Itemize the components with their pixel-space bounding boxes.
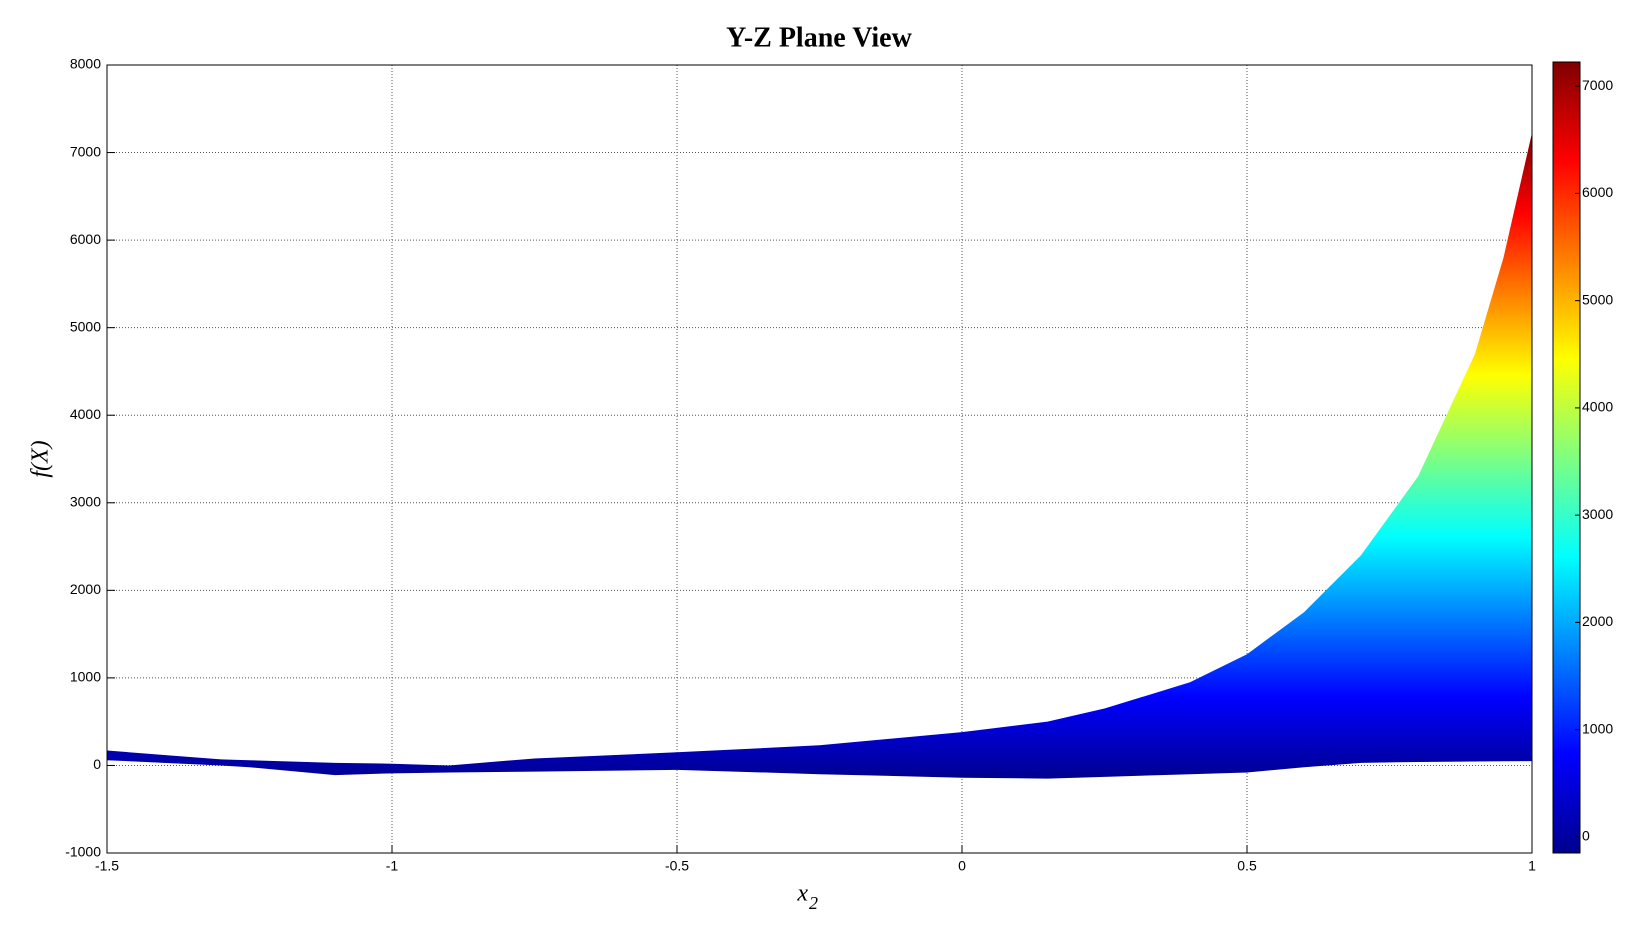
x-axis-label: x bbox=[796, 881, 808, 907]
x-axis-label-subscript: 2 bbox=[809, 893, 818, 913]
y-tick-label: 7000 bbox=[70, 143, 101, 159]
y-tick-label: 8000 bbox=[70, 56, 101, 72]
y-tick-label: 3000 bbox=[70, 493, 101, 509]
colorbar-tick-label: 7000 bbox=[1582, 77, 1613, 93]
x-tick-label: 1 bbox=[1528, 858, 1536, 874]
band-area bbox=[107, 132, 1532, 779]
colorbar-tick-label: 5000 bbox=[1582, 291, 1613, 307]
colorbar bbox=[1552, 61, 1581, 854]
y-tick-label: 2000 bbox=[70, 581, 101, 597]
x-tick-label: 0 bbox=[958, 858, 966, 874]
colorbar-tick-label: 2000 bbox=[1582, 613, 1613, 629]
y-tick-label: 6000 bbox=[70, 231, 101, 247]
x-tick-label: 0.5 bbox=[1237, 858, 1257, 874]
colorbar-tick-label: 3000 bbox=[1582, 506, 1613, 522]
x-tick-label: -0.5 bbox=[665, 858, 689, 874]
y-tick-label: 5000 bbox=[70, 318, 101, 334]
x-tick-label: -1 bbox=[386, 858, 399, 874]
y-tick-label: 1000 bbox=[70, 669, 101, 685]
colorbar-tick-label: 1000 bbox=[1582, 720, 1613, 736]
x-tick-label: -1.5 bbox=[95, 858, 119, 874]
y-tick-label: 4000 bbox=[70, 406, 101, 422]
y-tick-label: -1000 bbox=[65, 844, 101, 860]
y-tick-label: 0 bbox=[93, 756, 101, 772]
chart-title: Y-Z Plane View bbox=[726, 22, 912, 53]
y-axis-label: f(X) bbox=[28, 440, 54, 477]
plot-frame bbox=[106, 64, 1533, 854]
colorbar-tick-label: 4000 bbox=[1582, 399, 1613, 415]
colorbar-tick-label: 6000 bbox=[1582, 184, 1613, 200]
colorbar-tick-label: 0 bbox=[1582, 828, 1590, 844]
